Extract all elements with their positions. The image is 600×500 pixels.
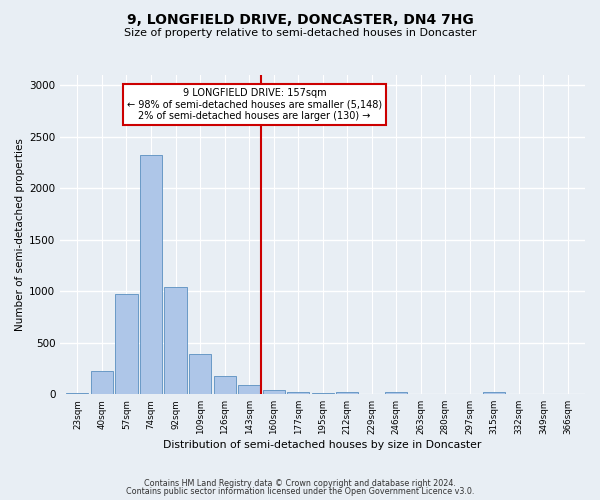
Bar [67,392,88,394]
Bar [115,294,137,394]
Bar [164,287,187,394]
Bar [189,354,211,394]
X-axis label: Distribution of semi-detached houses by size in Doncaster: Distribution of semi-detached houses by … [163,440,482,450]
Text: Contains public sector information licensed under the Open Government Licence v3: Contains public sector information licen… [126,487,474,496]
Text: 9 LONGFIELD DRIVE: 157sqm
← 98% of semi-detached houses are smaller (5,148)
2% o: 9 LONGFIELD DRIVE: 157sqm ← 98% of semi-… [127,88,382,121]
Bar [263,390,284,394]
Text: Contains HM Land Registry data © Crown copyright and database right 2024.: Contains HM Land Registry data © Crown c… [144,478,456,488]
Bar [483,392,505,394]
Bar [214,376,236,394]
Text: 9, LONGFIELD DRIVE, DONCASTER, DN4 7HG: 9, LONGFIELD DRIVE, DONCASTER, DN4 7HG [127,12,473,26]
Bar [91,370,113,394]
Bar [311,393,334,394]
Text: Size of property relative to semi-detached houses in Doncaster: Size of property relative to semi-detach… [124,28,476,38]
Bar [385,392,407,394]
Bar [238,386,260,394]
Bar [140,156,162,394]
Bar [287,392,309,394]
Bar [336,392,358,394]
Y-axis label: Number of semi-detached properties: Number of semi-detached properties [15,138,25,331]
